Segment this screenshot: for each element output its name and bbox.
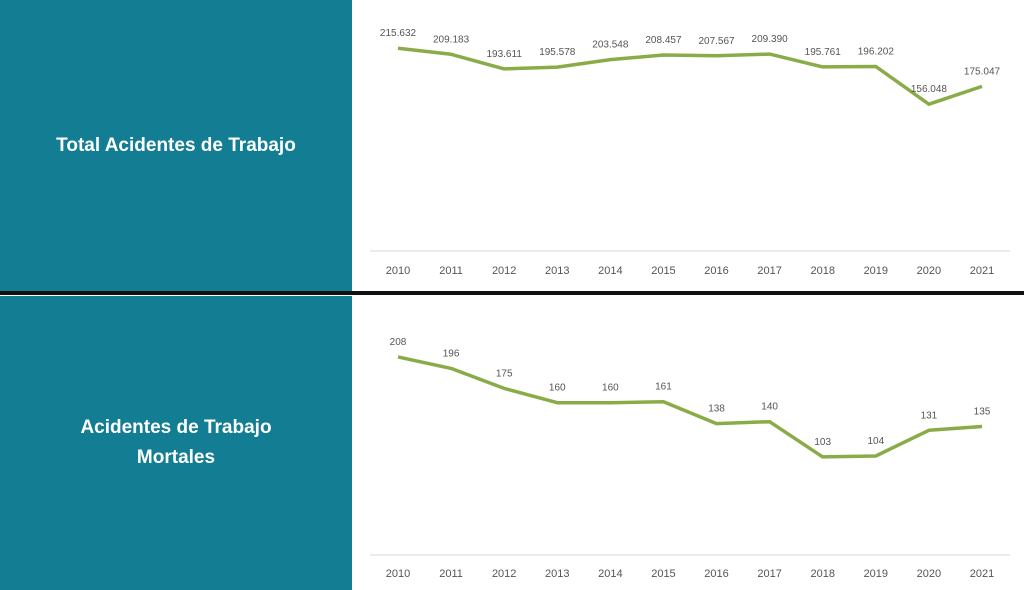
- data-label: 138: [708, 404, 725, 415]
- data-label: 209.390: [752, 34, 789, 45]
- top-chart-title-panel: Total Acidentes de Trabajo: [0, 0, 352, 291]
- x-tick-label: 2013: [545, 568, 569, 580]
- data-label: 196: [443, 348, 460, 359]
- data-label: 175.047: [964, 66, 1001, 77]
- data-label: 104: [867, 436, 884, 447]
- data-label: 195.578: [539, 47, 576, 58]
- bottom-chart-title-panel: Acidentes de Trabajo Mortales: [0, 296, 352, 590]
- x-tick-label: 2018: [810, 265, 834, 277]
- data-label: 208.457: [645, 35, 682, 46]
- x-tick-label: 2014: [598, 265, 622, 277]
- divider-line: [0, 291, 1024, 295]
- data-label: 203.548: [592, 40, 629, 51]
- data-label: 160: [549, 383, 566, 394]
- data-label: 175: [496, 368, 513, 379]
- x-tick-label: 2010: [386, 568, 410, 580]
- bottom-title-line2: Mortales: [136, 447, 216, 468]
- x-tick-label: 2019: [864, 568, 888, 580]
- x-tick-label: 2016: [704, 265, 728, 277]
- data-label: 215.632: [380, 28, 417, 39]
- data-label: 161: [655, 382, 672, 393]
- bottom-chart-title: Acidentes de Trabajo Mortales: [80, 413, 271, 473]
- data-label: 209.183: [433, 34, 470, 45]
- data-label: 196.202: [858, 46, 895, 57]
- data-label: 140: [761, 402, 778, 413]
- data-label: 195.761: [805, 47, 842, 58]
- x-tick-label: 2010: [386, 265, 410, 277]
- x-tick-label: 2017: [757, 265, 781, 277]
- x-tick-label: 2012: [492, 265, 516, 277]
- series-line: [397, 355, 983, 459]
- bottom-title-line1: Acidentes de Trabajo: [80, 417, 272, 438]
- top-chart-title: Total Acidentes de Trabajo: [56, 134, 296, 156]
- x-tick-label: 2013: [545, 265, 569, 277]
- x-tick-label: 2015: [651, 568, 675, 580]
- data-label: 208: [390, 337, 407, 348]
- x-tick-label: 2016: [704, 568, 728, 580]
- x-tick-label: 2014: [598, 568, 622, 580]
- x-tick-label: 2020: [917, 568, 941, 580]
- x-tick-label: 2012: [492, 568, 516, 580]
- x-tick-label: 2011: [439, 265, 463, 277]
- x-tick-label: 2018: [810, 568, 834, 580]
- x-tick-label: 2019: [864, 265, 888, 277]
- x-tick-label: 2015: [651, 265, 675, 277]
- x-tick-label: 2020: [917, 265, 941, 277]
- x-tick-label: 2021: [970, 568, 994, 580]
- data-label: 135: [974, 406, 991, 417]
- data-label: 103: [814, 437, 831, 448]
- data-label: 131: [921, 410, 938, 421]
- x-tick-label: 2011: [439, 568, 463, 580]
- x-tick-label: 2017: [757, 568, 781, 580]
- data-label: 193.611: [486, 49, 522, 60]
- series-line: [397, 46, 983, 106]
- data-label: 160: [602, 383, 619, 394]
- data-label: 156.048: [911, 84, 948, 95]
- x-tick-label: 2021: [970, 265, 994, 277]
- data-label: 207.567: [698, 36, 735, 47]
